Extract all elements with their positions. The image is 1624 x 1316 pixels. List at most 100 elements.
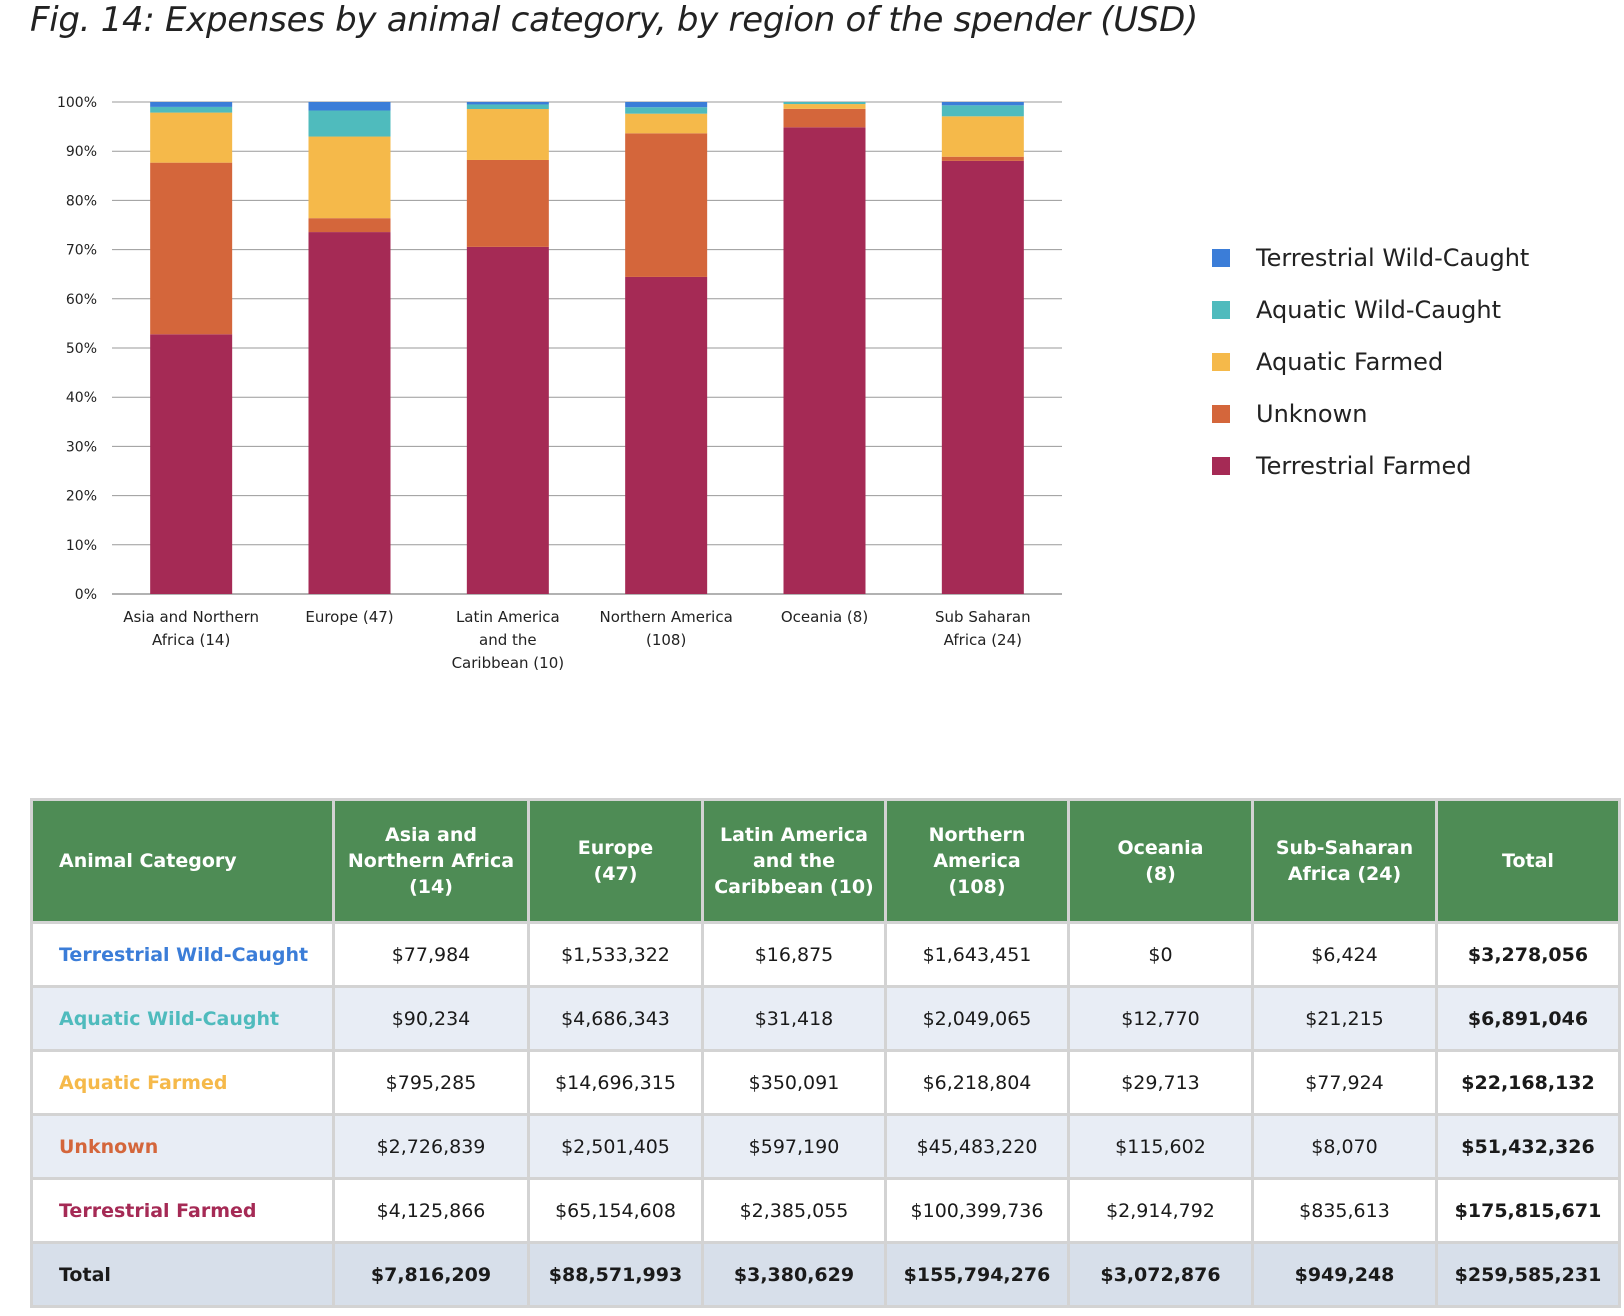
table-cell: $7,816,209 <box>332 1241 530 1308</box>
table-cell: $12,770 <box>1067 985 1254 1052</box>
table-cell: $155,794,276 <box>884 1241 1070 1308</box>
bar-segment-terrestrial-wild-caught <box>466 102 549 105</box>
y-tick-label: 90% <box>66 144 97 160</box>
legend-item-terrestrial-farmed: Terrestrial Farmed <box>1212 440 1529 492</box>
column-header: Total <box>1435 798 1621 924</box>
legend-label: Aquatic Wild-Caught <box>1256 296 1502 324</box>
x-category-label: Europe (47) <box>305 608 393 626</box>
bar-segment-unknown <box>308 218 391 233</box>
bar-segment-terrestrial-farmed <box>308 232 391 594</box>
bar-segment-unknown <box>466 159 549 247</box>
bar-segment-aquatic-wild-caught <box>308 110 391 137</box>
table-row: Aquatic Farmed $795,285 $14,696,315 $350… <box>30 1049 1621 1116</box>
bar-segment-terrestrial-farmed <box>941 160 1024 594</box>
x-category-label-line: Latin America <box>456 608 560 626</box>
table-cell: $88,571,993 <box>527 1241 704 1308</box>
y-tick-label: 100% <box>57 95 97 111</box>
legend-label: Terrestrial Farmed <box>1256 452 1472 480</box>
grand-total: $259,585,231 <box>1435 1241 1621 1308</box>
bar-segment-terrestrial-farmed <box>783 127 866 595</box>
table-cell: $597,190 <box>701 1113 887 1180</box>
legend-item-unknown: Unknown <box>1212 388 1529 440</box>
bar-segment-unknown <box>941 156 1024 161</box>
column-header: Animal Category <box>30 798 335 924</box>
y-tick-label: 70% <box>66 243 97 259</box>
table-cell: $835,613 <box>1251 1177 1438 1244</box>
table-cell: $2,385,055 <box>701 1177 887 1244</box>
table-cell: $45,483,220 <box>884 1113 1070 1180</box>
table-cell: $16,875 <box>701 921 887 988</box>
x-category-label-line: and the <box>479 631 537 649</box>
table-cell: $949,248 <box>1251 1241 1438 1308</box>
y-tick-label: 0% <box>75 587 97 603</box>
bar-segment-unknown <box>150 162 233 335</box>
bar-segment-terrestrial-farmed <box>466 246 549 594</box>
table-cell: $4,125,866 <box>332 1177 530 1244</box>
table-cell: $29,713 <box>1067 1049 1254 1116</box>
y-tick-label: 10% <box>66 538 97 554</box>
row-category: Terrestrial Wild-Caught <box>30 921 335 988</box>
table-cell: $21,215 <box>1251 985 1438 1052</box>
bar-segment-terrestrial-wild-caught <box>941 102 1024 106</box>
table-cell: $6,218,804 <box>884 1049 1070 1116</box>
x-category-label-line: Africa (24) <box>944 631 1022 649</box>
column-header: Oceania (8) <box>1067 798 1254 924</box>
y-tick-label: 30% <box>66 439 97 455</box>
row-category: Aquatic Wild-Caught <box>30 985 335 1052</box>
x-category-label-line: Northern America <box>600 608 733 626</box>
legend-swatch <box>1212 301 1230 319</box>
x-category-label: Asia and Northern Africa (14) <box>123 608 259 649</box>
table-cell: $100,399,736 <box>884 1177 1070 1244</box>
bar-segment-aquatic-wild-caught <box>941 105 1024 117</box>
table-row: Terrestrial Wild-Caught $77,984 $1,533,3… <box>30 921 1621 988</box>
table-cell: $65,154,608 <box>527 1177 704 1244</box>
bar-segment-aquatic-farmed <box>466 109 549 160</box>
legend-swatch <box>1212 457 1230 475</box>
bar-segment-aquatic-farmed <box>783 104 866 109</box>
table-header-row: Animal Category Asia and Northern Africa… <box>30 798 1621 924</box>
table-cell: $6,424 <box>1251 921 1438 988</box>
bar-segment-aquatic-farmed <box>941 116 1024 157</box>
row-total: $6,891,046 <box>1435 985 1621 1052</box>
table-cell: $1,643,451 <box>884 921 1070 988</box>
bar-segment-aquatic-farmed <box>308 136 391 219</box>
legend-swatch <box>1212 405 1230 423</box>
table-cell: $2,501,405 <box>527 1113 704 1180</box>
x-category-label: Sub Saharan Africa (24) <box>935 608 1031 649</box>
table-cell: $2,914,792 <box>1067 1177 1254 1244</box>
table-cell: $14,696,315 <box>527 1049 704 1116</box>
x-category-label-line: Caribbean (10) <box>452 654 565 672</box>
x-category-label-line: Asia and Northern <box>123 608 259 626</box>
table-cell: $350,091 <box>701 1049 887 1116</box>
table-cell: $795,285 <box>332 1049 530 1116</box>
y-tick-label: 60% <box>66 292 97 308</box>
legend-item-aquatic-farmed: Aquatic Farmed <box>1212 336 1529 388</box>
row-total: $51,432,326 <box>1435 1113 1621 1180</box>
x-category-label: Latin America and the Caribbean (10) <box>452 608 565 672</box>
x-category-label-line: Africa (14) <box>152 631 230 649</box>
row-total: $175,815,671 <box>1435 1177 1621 1244</box>
x-category-label-line: (108) <box>646 631 686 649</box>
table-cell: $115,602 <box>1067 1113 1254 1180</box>
table-cell: $3,072,876 <box>1067 1241 1254 1308</box>
stacked-bar-chart: 0% 10% 20% 30% 40% 50% 60% 70% 80% 90% 100% Asia an… <box>57 95 1062 672</box>
x-category-label-line: Oceania (8) <box>781 608 868 626</box>
table-cell: $2,726,839 <box>332 1113 530 1180</box>
table-cell: $2,049,065 <box>884 985 1070 1052</box>
bar-segment-aquatic-wild-caught <box>783 102 866 105</box>
table-row: Terrestrial Farmed $4,125,866 $65,154,60… <box>30 1177 1621 1244</box>
bar-segment-aquatic-wild-caught <box>625 107 708 114</box>
column-header: Asia and Northern Africa (14) <box>332 798 530 924</box>
column-header: Europe (47) <box>527 798 704 924</box>
table-cell: $77,924 <box>1251 1049 1438 1116</box>
bar-segment-terrestrial-farmed <box>625 276 708 594</box>
y-tick-label: 80% <box>66 193 97 209</box>
column-header: Northern America (108) <box>884 798 1070 924</box>
column-header: Latin America and the Caribbean (10) <box>701 798 887 924</box>
x-category-label: Northern America (108) <box>600 608 733 649</box>
legend-label: Aquatic Farmed <box>1256 348 1444 376</box>
column-header: Sub-Saharan Africa (24) <box>1251 798 1438 924</box>
row-category: Aquatic Farmed <box>30 1049 335 1116</box>
table-cell: $77,984 <box>332 921 530 988</box>
table-cell: $0 <box>1067 921 1254 988</box>
